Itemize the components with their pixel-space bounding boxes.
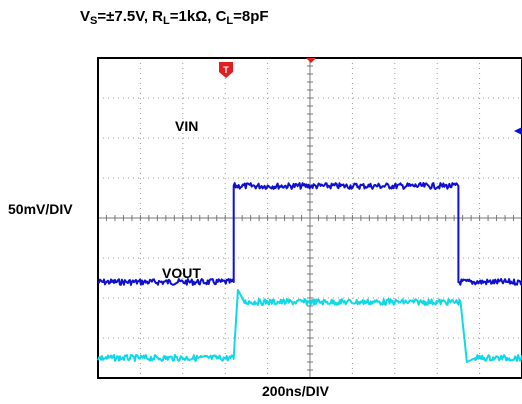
x-axis-label: 200ns/DIV: [262, 383, 329, 399]
trigger-marker: T: [219, 62, 233, 78]
scope-grid: [97, 57, 522, 379]
y-axis-label: 50mV/DIV: [8, 201, 73, 217]
series-line-vout: [97, 289, 522, 363]
series-line-vin: [97, 182, 522, 286]
trigger-marker-icon: [219, 62, 233, 78]
trigger-level-arrow-icon: [514, 127, 522, 135]
traces: [97, 182, 522, 363]
chart-title: VS=±7.5V, RL=1kΩ, CL=8pF: [80, 8, 269, 27]
vout-series-label: VOUT: [162, 265, 201, 281]
vin-series-label: VIN: [175, 118, 198, 134]
trigger-marker-label: T: [223, 65, 229, 75]
trigger-time-arrow-icon: [306, 58, 316, 63]
